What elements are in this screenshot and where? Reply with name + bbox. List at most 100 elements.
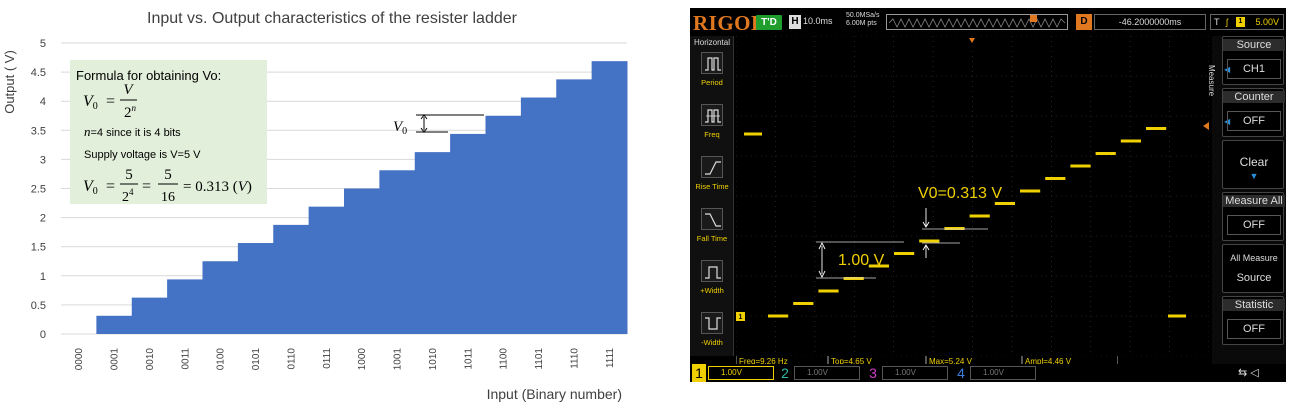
- channel-1-status[interactable]: 1 1.00V: [692, 364, 780, 382]
- bar: [344, 188, 380, 334]
- trace-segment: [793, 302, 814, 305]
- trace-segment: [768, 314, 789, 318]
- step-arrowhead-up: [922, 244, 930, 251]
- counter-button[interactable]: Counter ◀ OFF: [1222, 88, 1285, 137]
- negative-width-icon: [701, 312, 723, 334]
- timebase-value[interactable]: 10.0ms: [803, 16, 833, 26]
- channel-4-number: 4: [957, 365, 965, 381]
- measure-all-button[interactable]: Measure All OFF: [1222, 192, 1285, 241]
- all-measure-source-button[interactable]: All Measure Source: [1222, 244, 1284, 293]
- statistic-value: OFF: [1227, 319, 1281, 339]
- measure-all-value: OFF: [1227, 215, 1281, 235]
- v0-arrowhead-down: [420, 127, 428, 133]
- horizontal-menu-title: Horizontal: [693, 38, 730, 47]
- bars: [96, 61, 628, 335]
- channel-2-number: 2: [781, 365, 789, 381]
- y-tick-label: 4.5: [31, 67, 46, 79]
- bar: [414, 152, 451, 334]
- y-tick-labels: 0 0.5 1 1.5 2 2.5 3 3.5 4 4.5 5: [31, 38, 46, 341]
- channel-4-scale: 1.00V: [970, 366, 1036, 380]
- svg-text:=: =: [106, 93, 115, 110]
- v0-step-annotation: V0: [393, 114, 484, 137]
- delay-value[interactable]: -46.2000000ms: [1094, 14, 1206, 30]
- trace-segment: [818, 289, 839, 293]
- period-measure-button[interactable]: Period: [693, 48, 731, 98]
- channel-3-status[interactable]: 3 1.00V: [866, 364, 954, 382]
- x-tick-label: 1100: [499, 348, 510, 370]
- bar: [237, 243, 274, 334]
- x-tick-label: 0000: [74, 348, 85, 371]
- bar: [556, 79, 593, 334]
- svg-text:= 0.313 (V): = 0.313 (V): [183, 179, 252, 195]
- y-tick-label: 2: [40, 213, 46, 225]
- trace-segment: [1120, 139, 1141, 143]
- x-axis-title: Input (Binary number): [487, 386, 622, 402]
- bar: [131, 297, 168, 334]
- trace-segment: [1168, 314, 1186, 318]
- rigol-logo: RIGOL: [693, 11, 766, 35]
- y-axis-title: Output ( V): [2, 50, 17, 114]
- rise-time-measure-button[interactable]: Rise Time: [693, 152, 731, 202]
- chevron-down-icon: ▼: [1249, 171, 1259, 181]
- measure-menu-vertical-label: Measure: [1207, 64, 1217, 97]
- clear-label: Clear: [1239, 155, 1269, 169]
- bar: [591, 61, 628, 335]
- source-value: CH1: [1227, 59, 1281, 79]
- negative-width-label: -Width: [701, 338, 723, 347]
- timebase-label: H: [789, 15, 801, 29]
- y-tick-label: 1: [40, 271, 46, 283]
- y-tick-label: 3.5: [31, 125, 46, 137]
- channel-2-status[interactable]: 2 1.00V: [778, 364, 866, 382]
- memory-position-bar[interactable]: [886, 14, 1068, 30]
- statistic-button[interactable]: Statistic OFF: [1222, 296, 1285, 345]
- bar: [485, 115, 522, 334]
- measure-menu-left: Horizontal Period Freq Rise Time Fall Ti…: [690, 36, 734, 356]
- formula-equation-2: V0 = 5 24 = 5 16 = 0.313 (V): [83, 167, 252, 205]
- step-voltage-annotation: V0=0.313 V: [918, 185, 1002, 202]
- all-measure-label: All Measure: [1230, 253, 1278, 263]
- channel-1-ground-marker: 1: [736, 312, 745, 321]
- positive-width-label: +Width: [700, 286, 724, 295]
- bar: [167, 279, 203, 334]
- formula-heading: Formula for obtaining Vo:: [76, 68, 221, 83]
- memory-waveform-preview: [888, 15, 1066, 28]
- oscilloscope-screen: RIGOL T'D H 10.0ms 50.0MSa/s 6.00M pts D…: [690, 8, 1286, 382]
- trace-segment: [744, 132, 762, 136]
- clear-button[interactable]: Clear ▼: [1222, 140, 1284, 189]
- x-tick-label: 1010: [428, 348, 439, 371]
- positive-width-measure-button[interactable]: +Width: [693, 256, 731, 306]
- bar: [520, 97, 557, 334]
- fall-time-measure-button[interactable]: Fall Time: [693, 204, 731, 254]
- trace-segment: [969, 214, 990, 218]
- svg-text:2n: 2n: [124, 103, 137, 121]
- x-tick-label: 0110: [286, 348, 297, 370]
- negative-width-measure-button[interactable]: -Width: [693, 308, 731, 358]
- trigger-position-top-marker: [969, 38, 975, 43]
- x-tick-label: 1001: [393, 348, 404, 371]
- trigger-settings[interactable]: T ʃ 1 5.00V: [1210, 14, 1284, 30]
- all-measure-source-label: Source: [1236, 272, 1272, 284]
- y-tick-label: 5: [40, 38, 46, 50]
- source-button[interactable]: Source ◀ CH1: [1222, 36, 1285, 85]
- x-tick-label: 1111: [605, 348, 616, 368]
- y-tick-label: 3: [40, 154, 46, 166]
- freq-measure-button[interactable]: Freq: [693, 100, 731, 150]
- trigger-source-channel: 1: [1236, 17, 1245, 27]
- svg-text:5: 5: [125, 167, 133, 183]
- formula-line-n: n=4 since it is 4 bits: [84, 124, 181, 139]
- memory-depth: 6.00M pts: [846, 20, 877, 27]
- channel-4-status[interactable]: 4 1.00V: [954, 364, 1042, 382]
- trigger-level-marker: [1203, 122, 1209, 130]
- measure-menu-right: Measure Source ◀ CH1 Counter ◀ OFF Clear…: [1207, 36, 1286, 382]
- channel-1-number: 1: [692, 364, 706, 382]
- scope-waveform-area[interactable]: V0=0.313 V 1.00 V 1: [736, 36, 1209, 356]
- trace-segment: [1095, 152, 1116, 155]
- trigger-label: T: [1214, 17, 1220, 27]
- v0-label: V0: [393, 119, 407, 137]
- svg-text:V0: V0: [83, 93, 98, 112]
- trace-segment: [1020, 189, 1041, 193]
- run-state-badge[interactable]: T'D: [756, 15, 782, 30]
- source-title: Source: [1223, 39, 1285, 51]
- bar: [379, 170, 416, 334]
- x-tick-labels: 0000 0001 0010 0011 0100 0101 0110 0111 1000 1001…: [74, 348, 616, 371]
